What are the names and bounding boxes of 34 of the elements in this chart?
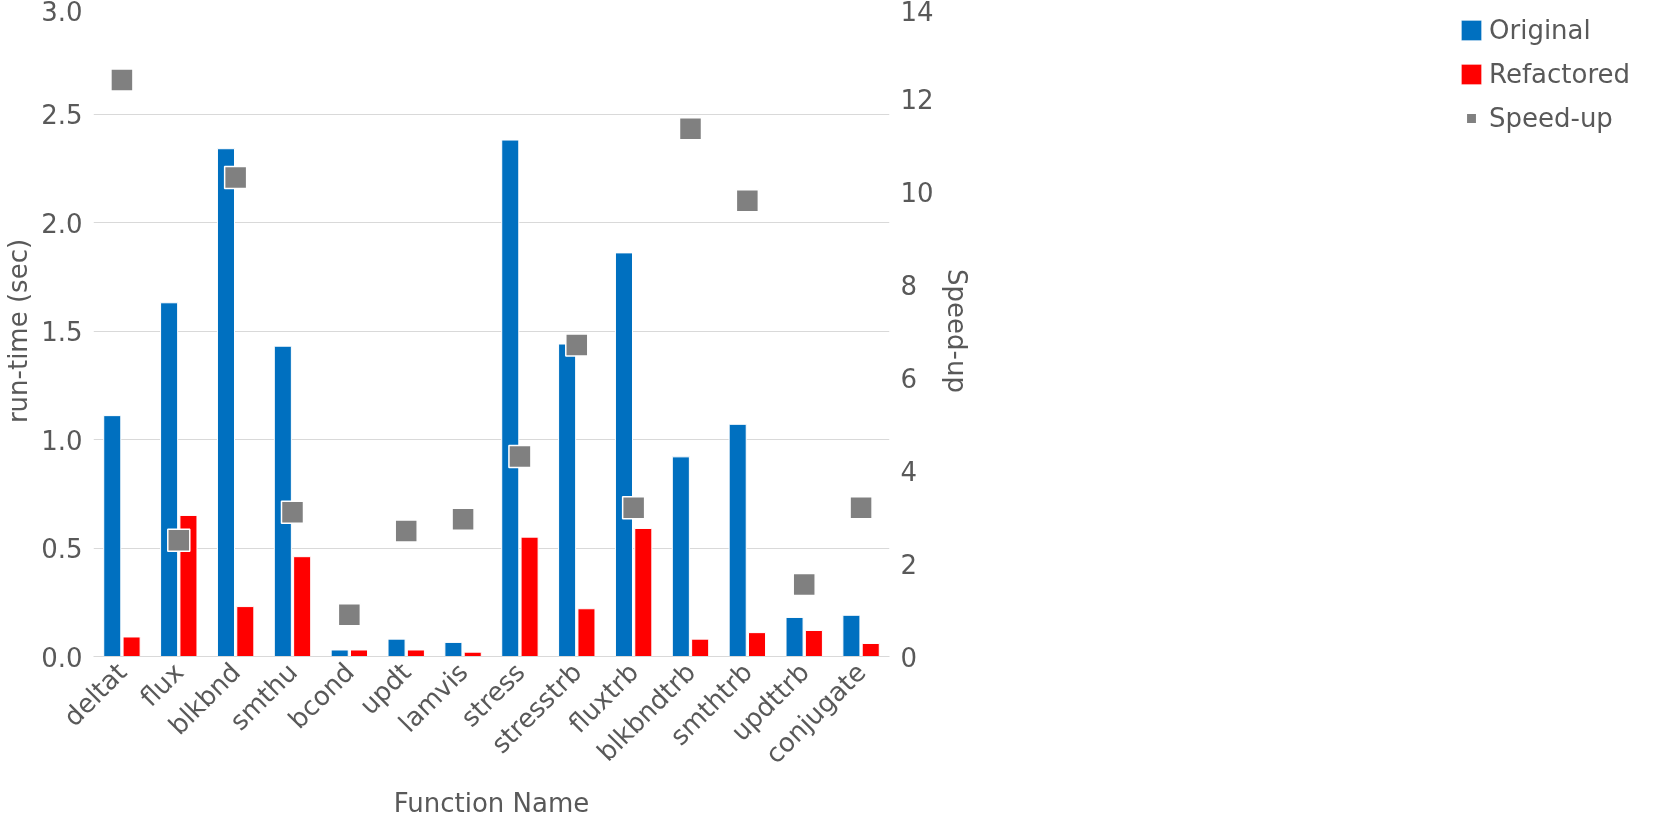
point [110,68,134,92]
point [508,444,532,469]
y-tick-label: 1.5 [41,317,83,347]
y-tick-label: 1.0 [41,425,83,456]
y-tick-label: 0.5 [41,534,83,564]
y-tick-label: 2.5 [41,100,83,130]
y-tick-label: 2.0 [41,208,83,239]
point [849,495,873,520]
point [337,602,362,627]
y-axis-title: run-time (sec) [3,238,34,424]
y2-tick-label: 2 [900,549,918,580]
y2-tick-label: 0 [900,642,918,673]
y-tick-label: 3.0 [41,0,83,27]
point [280,500,305,525]
y2-tick-label: 12 [900,84,934,115]
y2-tick-label: 14 [900,0,934,27]
point [394,519,418,543]
y2-axis-title: Speed-up [941,269,972,393]
point [451,507,475,532]
point [223,165,248,190]
legend-label: Refactored [1489,59,1630,89]
y2-tick-label: 10 [900,177,934,208]
point [565,333,589,357]
point [678,116,703,141]
point [621,495,646,520]
point [167,528,191,552]
x-axis-title: Function Name [393,787,590,818]
y2-tick-label: 8 [900,270,918,301]
legend-label: Speed-up [1489,103,1613,133]
point [735,189,760,213]
point [792,572,816,597]
y2-tick-label: 4 [900,456,918,487]
y2-tick-label: 6 [900,363,918,394]
legend-label: Original [1489,15,1591,45]
